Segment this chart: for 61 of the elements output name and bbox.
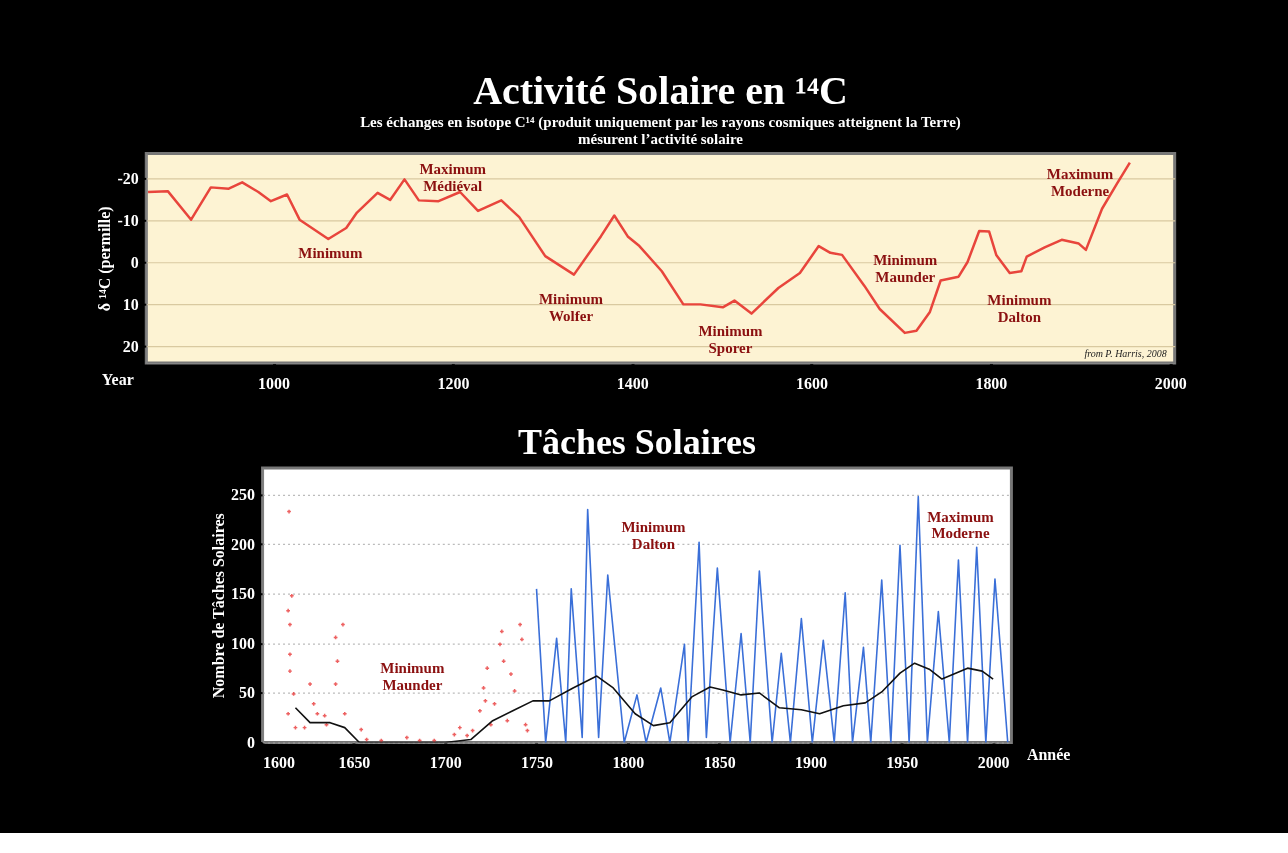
y-tick-label: 250 xyxy=(231,486,256,504)
y-tick-label: 0 xyxy=(130,253,139,271)
annotation: Maximum Médiéval xyxy=(419,160,487,194)
annotation: Minimum Maunder xyxy=(873,252,938,286)
y-tick-label: -20 xyxy=(117,170,139,188)
point xyxy=(509,672,513,676)
line-series xyxy=(535,495,1009,743)
annotation: Minimum Maunder xyxy=(380,660,445,694)
x-tick-label: 1200 xyxy=(437,374,470,392)
line-series xyxy=(146,161,1132,335)
x-tick-label: 1400 xyxy=(616,374,649,392)
point xyxy=(311,701,316,706)
x-tick-label: 1800 xyxy=(612,753,645,771)
x-tick-label: 1650 xyxy=(338,753,371,771)
y-tick-label: -10 xyxy=(117,212,139,229)
y-axis-title: Nombre de Tâches Solaires xyxy=(210,513,228,699)
annotation: Maximum Moderne xyxy=(927,508,995,542)
x-tick-label: 2000 xyxy=(977,753,1010,771)
point xyxy=(342,711,347,716)
x-tick-label: 1800 xyxy=(975,374,1008,392)
annotation: Minimum xyxy=(298,244,363,261)
annotation: Minimum Wolfer xyxy=(538,290,604,324)
x-tick-label: 1850 xyxy=(703,753,736,771)
y-tick-label: 20 xyxy=(122,337,139,355)
line-series xyxy=(294,662,994,743)
y-tick-label: 0 xyxy=(247,733,256,751)
x-tick-label: 2000 xyxy=(1154,374,1187,392)
x-tick-label: 1600 xyxy=(796,374,829,392)
annotation: from P. Harris, 2008 xyxy=(1084,348,1167,360)
y-axis-title: δ ¹⁴C (permille) xyxy=(96,206,115,312)
y-tick-label: 50 xyxy=(239,684,256,702)
point xyxy=(289,593,294,598)
x-axis-title: Année xyxy=(1026,745,1071,763)
point xyxy=(498,642,502,647)
y-tick-label: 150 xyxy=(231,585,256,603)
point xyxy=(501,659,506,664)
point xyxy=(485,666,490,671)
chart-subtitle: Les échanges en isotope C¹⁴ (produit uniquement par les rayons cosmiques atteignent la Terre) mésurent l’activité solaire xyxy=(360,114,961,148)
x-tick-label: 1600 xyxy=(263,753,296,771)
y-tick-label: 100 xyxy=(231,634,256,652)
point xyxy=(478,708,482,713)
annotation: Minimum Sporer xyxy=(698,322,763,356)
chart-title: Activité Solaire en ¹⁴C xyxy=(473,68,848,114)
point xyxy=(288,652,292,657)
x-tick-label: 1750 xyxy=(521,753,554,771)
y-tick-label: 200 xyxy=(231,535,256,553)
y-tick-label: 10 xyxy=(122,295,139,313)
annotation: Minimum Dalton xyxy=(987,292,1052,326)
x-tick-label: 1900 xyxy=(795,753,827,771)
point xyxy=(286,608,290,613)
x-tick-label: 1700 xyxy=(429,753,462,771)
chart-title: Tâches Solaires xyxy=(518,421,756,462)
point xyxy=(288,669,292,673)
point xyxy=(286,711,290,716)
annotation: Minimum Dalton xyxy=(621,519,686,553)
x-axis-title: Year xyxy=(101,370,134,388)
point xyxy=(308,682,312,686)
x-tick-label: 1000 xyxy=(258,374,291,392)
point xyxy=(489,722,493,727)
x-tick-label: 1950 xyxy=(886,753,919,771)
annotation: Maximum Moderne xyxy=(1046,166,1114,200)
